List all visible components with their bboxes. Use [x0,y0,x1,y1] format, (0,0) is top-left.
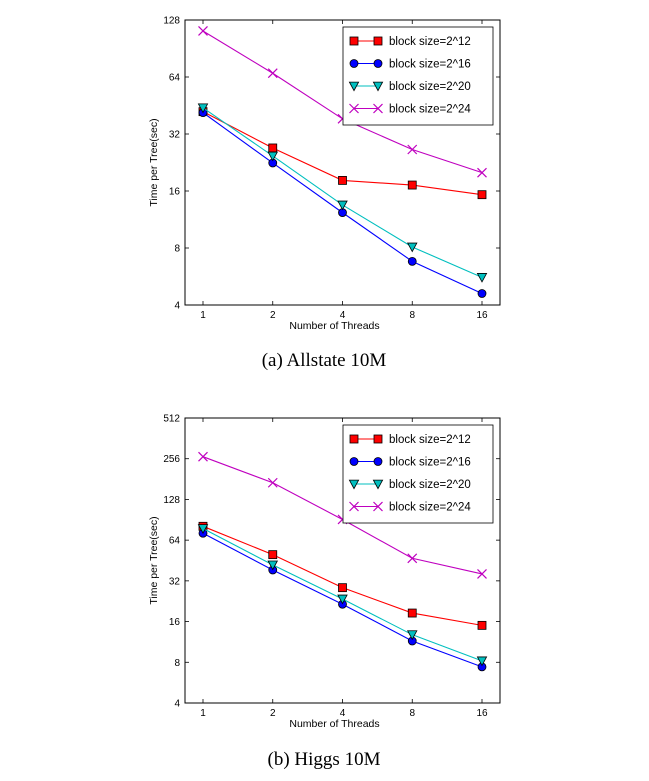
data-point [476,656,488,667]
x-tick-label: 8 [409,310,415,321]
data-point [477,289,487,298]
data-point [406,630,418,641]
data-point [373,501,383,512]
x-axis-label: Number of Threads [289,320,379,332]
data-point [407,256,417,266]
y-tick-label: 64 [169,73,181,84]
data-point [349,36,359,46]
data-point [348,81,360,92]
data-point [372,479,384,490]
legend-label: block size=2^12 [389,434,471,446]
legend: block size=2^12 block size=2^16 block size… [342,26,494,126]
data-point [349,457,359,466]
y-tick-label: 32 [169,576,181,587]
x-tick-label: 16 [476,708,488,719]
data-point [267,68,278,79]
data-point [337,594,348,605]
data-point [267,151,279,162]
data-point [477,190,487,200]
data-point [407,553,418,564]
data-point [477,569,487,579]
x-tick-label: 4 [340,310,346,321]
series-line [202,528,483,662]
y-tick-label: 128 [163,16,180,27]
data-point [349,501,359,512]
y-tick-label: 128 [163,495,180,506]
data-point [197,524,209,534]
data-point [198,451,208,462]
legend-label: block size=2^24 [389,104,471,116]
x-tick-label: 8 [409,708,415,719]
data-point [373,59,383,68]
data-point [373,457,383,466]
data-point [407,180,417,190]
series-4 [198,26,487,178]
chart-caption: (b) Higgs 10M [268,749,381,770]
data-point [348,479,360,490]
y-tick-label: 4 [174,699,180,710]
series-3 [197,524,488,667]
data-point [267,560,279,571]
y-tick-label: 512 [163,414,180,425]
x-tick-label: 4 [340,708,346,719]
legend: block size=2^12 block size=2^16 block size… [342,424,494,524]
x-tick-label: 1 [200,310,206,321]
x-tick-label: 2 [270,310,276,321]
legend-label: block size=2^24 [389,502,471,514]
chart-caption: (a) Allstate 10M [262,350,387,371]
x-tick-label: 1 [200,708,206,719]
y-tick-label: 16 [169,617,181,628]
data-point [338,583,347,593]
x-tick-label: 16 [476,310,488,321]
y-tick-label: 16 [169,187,181,198]
y-axis-label: Time per Tree(sec) [148,516,160,604]
series-3 [197,103,488,283]
y-tick-label: 32 [169,130,181,141]
data-point [373,103,383,114]
series-line [202,525,483,626]
series-1 [198,521,487,630]
y-tick-label: 8 [174,658,180,669]
legend-label: block size=2^20 [389,479,471,491]
chart-a: 4 8 16 32 64 128 1 2 4 8 16 Number of Threads Time p… [148,16,501,371]
data-point [198,26,208,36]
data-point [337,200,348,211]
data-point [407,144,418,155]
data-point [349,434,359,444]
data-point [268,550,278,560]
data-point [477,620,487,630]
y-tick-label: 256 [163,454,180,465]
y-tick-label: 8 [174,244,180,255]
series-2 [198,108,487,298]
data-point [268,143,278,153]
y-tick-label: 4 [174,301,180,312]
y-tick-label: 64 [169,536,181,547]
series-4 [198,451,487,579]
data-point [372,81,384,92]
x-axis-label: Number of Threads [289,718,379,730]
legend-label: block size=2^16 [389,59,471,71]
data-point [476,273,488,283]
data-point [349,59,359,68]
x-tick-label: 2 [270,708,276,719]
y-axis-label: Time per Tree(sec) [148,118,160,206]
data-point [373,434,383,444]
data-point [338,176,347,185]
data-point [197,103,209,114]
legend-label: block size=2^12 [389,36,471,48]
data-point [267,477,278,488]
legend-label: block size=2^16 [389,457,471,469]
data-point [349,103,359,114]
legend-label: block size=2^20 [389,81,471,93]
data-point [406,242,418,253]
data-point [407,608,417,618]
data-point [373,36,383,46]
chart-b: 4 8 16 32 64 128 256 512 1 2 4 8 16 Number of Threads… [148,414,501,770]
data-point [477,167,487,178]
